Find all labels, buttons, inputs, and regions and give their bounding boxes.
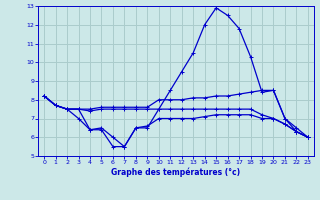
X-axis label: Graphe des températures (°c): Graphe des températures (°c) xyxy=(111,168,241,177)
